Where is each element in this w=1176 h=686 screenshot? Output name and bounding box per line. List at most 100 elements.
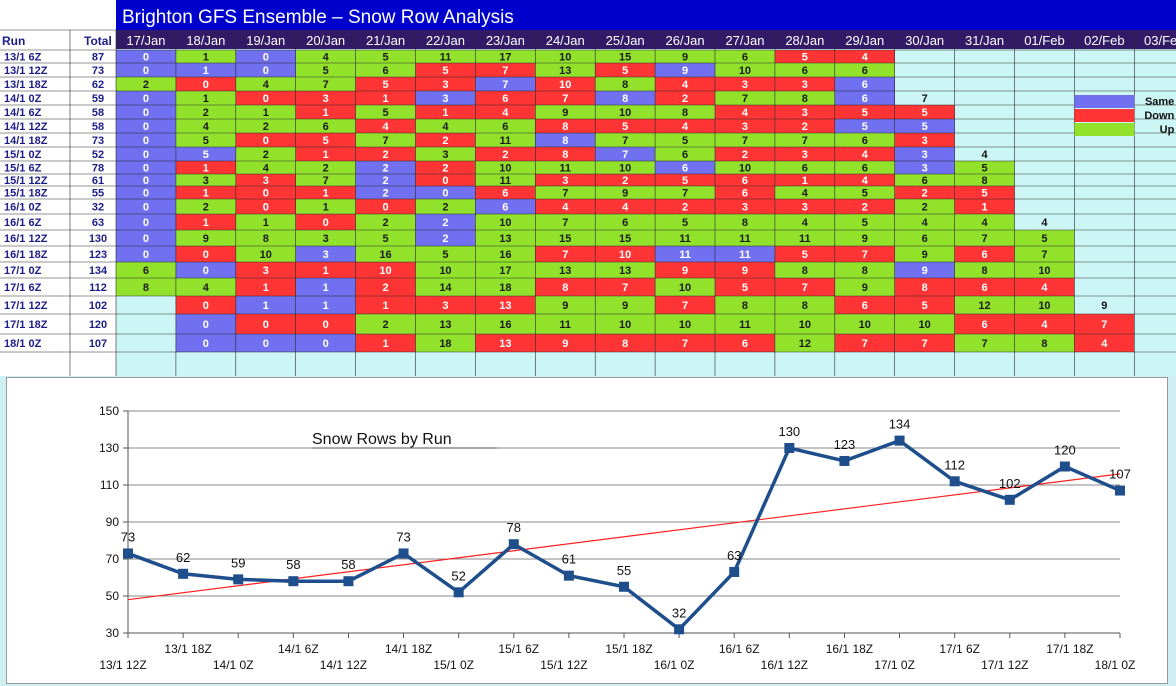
snow-cell-value: 1 [203,217,209,229]
snow-cell-value: 1 [323,188,329,200]
snow-cell-value: 7 [562,188,568,200]
legend-swatch-up [1074,123,1135,136]
date-header: 23/Jan [486,33,525,48]
snow-cell-up [355,63,416,77]
snow-cell-value: 8 [682,107,688,119]
snow-cell-same [655,161,715,174]
data-label: 58 [341,557,355,572]
snow-cell-down [295,105,356,119]
snow-cell-value: 5 [802,52,808,64]
snow-cell-value: 7 [742,93,748,105]
snow-cell-value: 1 [382,300,388,312]
snow-cell-up [175,278,236,296]
snow-cell-up [175,50,236,63]
snow-cell-value: 3 [742,79,748,91]
snow-cell-up [774,161,835,174]
snow-cell-down [834,147,895,161]
snow-cell-same [655,246,715,262]
snow-cell-up [774,262,835,278]
snow-cell-value: 18 [439,338,451,350]
snow-cell-value: 4 [981,149,988,161]
snow-cell-value: 0 [263,319,269,331]
snow-cell-up [235,230,296,246]
row-run-label: 14/1 18Z [4,135,48,147]
snow-cell-same [355,186,416,199]
snow-cell-value: 4 [203,282,210,294]
snow-cell-value: 4 [922,217,929,229]
row-total: 120 [89,319,107,331]
snow-cell-up [954,214,1015,230]
snow-cell-up [655,214,715,230]
snow-cell-value: 1 [802,175,808,187]
snow-cell-up [715,230,775,246]
snow-cell-value: 0 [143,188,149,200]
snow-cell-same [295,278,356,296]
snow-cell-same [116,214,176,230]
snow-cell-up [595,214,656,230]
snow-cell-up [595,105,656,119]
snow-cell-value: 5 [622,65,628,77]
snow-cell-up [175,105,236,119]
snow-cell-up [415,278,476,296]
snow-cell-value: 6 [502,93,508,105]
row-run-label: 14/1 12Z [4,121,48,133]
snow-cell-value: 6 [802,65,808,77]
snow-cell-up [894,214,955,230]
date-header: 30/Jan [905,33,944,48]
date-header: 17/Jan [126,33,165,48]
x-tick-label: 15/1 0Z [433,658,474,672]
snow-cell-up [595,296,656,314]
snow-cell-same [595,91,656,105]
snow-cell-value: 5 [981,163,987,175]
snow-cell-value: 6 [382,65,388,77]
legend-swatch-same [1074,95,1135,108]
snow-cell-up [774,63,835,77]
snow-cell-value: 12 [799,338,811,350]
snow-cell-value: 4 [502,107,509,119]
run-column-background [0,0,116,376]
snow-cell-up [595,161,656,174]
snow-cell-value: 4 [862,149,869,161]
snow-cell-value: 9 [1101,300,1107,312]
snow-cell-up [475,174,536,186]
snow-cell-value: 6 [862,163,868,175]
snow-cell-up [415,147,476,161]
snow-cell-up [595,230,656,246]
date-header: 19/Jan [246,33,285,48]
snow-cell-value: 10 [859,319,871,331]
snow-cell-up [295,50,356,63]
snow-cell-value: 10 [499,163,511,175]
snow-cell-up [1014,262,1075,278]
snow-cell-down [235,133,296,147]
series-line [127,438,1121,632]
snow-cell-value: 9 [922,265,928,277]
snow-cell-value: 0 [143,233,149,245]
data-label: 107 [1109,467,1131,482]
snow-cell-value: 1 [263,300,269,312]
snow-cell-same [235,296,296,314]
snow-cell-up [1014,230,1075,246]
snow-cell-value: 4 [981,217,988,229]
snow-cell-value: 16 [379,249,391,261]
snow-cell-value: 5 [802,249,808,261]
snow-cell-down [415,77,476,91]
data-label: 52 [451,568,465,583]
snow-cell-up [595,133,656,147]
snow-cell-same [175,314,236,334]
row-total: 134 [89,265,108,277]
snow-cell-down [175,296,236,314]
data-label: 59 [231,555,245,570]
snow-cell-value: 8 [143,282,149,294]
snow-cell-up [954,262,1015,278]
snow-cell-value: 8 [862,265,868,277]
snow-cell-up [295,77,356,91]
row-total: 87 [92,52,104,64]
snow-cell-value: 0 [143,65,149,77]
row-run-label: 17/1 18Z [4,319,48,331]
snow-cell-up [535,186,596,199]
snow-cell-value: 10 [1038,265,1050,277]
x-tick-label: 14/1 12Z [320,658,367,672]
snow-cell-value: 9 [203,233,209,245]
snow-cell-value: 10 [559,79,571,91]
snow-cell-value: 0 [263,188,269,200]
